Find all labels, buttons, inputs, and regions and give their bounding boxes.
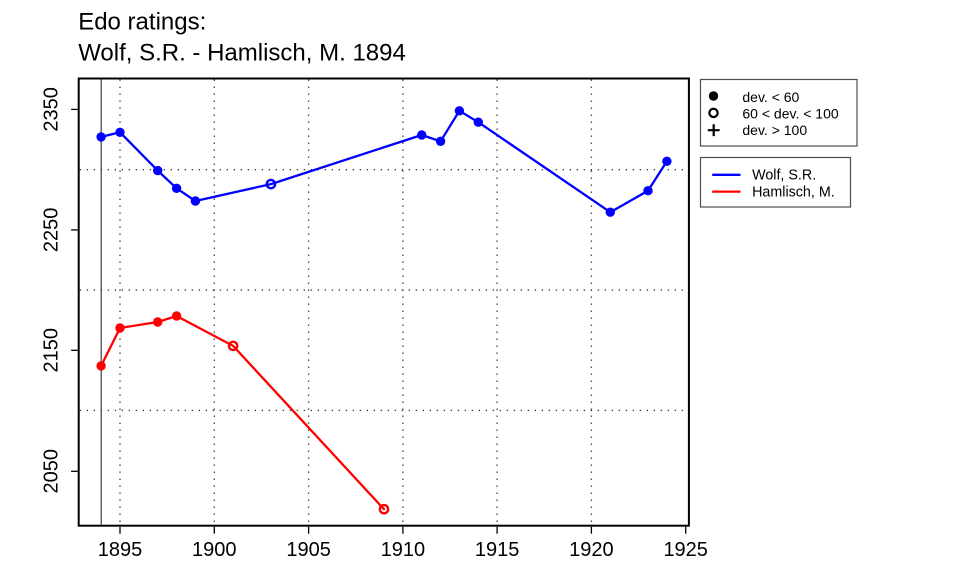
svg-text:1920: 1920 — [569, 539, 614, 561]
svg-text:2050: 2050 — [40, 449, 62, 494]
svg-text:1905: 1905 — [286, 539, 331, 561]
svg-text:1895: 1895 — [98, 539, 143, 561]
svg-text:Wolf, S.R. - Hamlisch, M. 1894: Wolf, S.R. - Hamlisch, M. 1894 — [78, 40, 406, 67]
svg-text:1910: 1910 — [381, 539, 426, 561]
svg-text:1915: 1915 — [475, 539, 520, 561]
svg-text:2150: 2150 — [40, 328, 62, 373]
svg-text:1925: 1925 — [663, 539, 708, 561]
svg-text:Hamlisch, M.: Hamlisch, M. — [752, 185, 835, 201]
svg-text:Wolf, S.R.: Wolf, S.R. — [752, 168, 816, 184]
svg-text:dev. > 100: dev. > 100 — [742, 122, 807, 138]
svg-text:dev. < 60: dev. < 60 — [742, 89, 799, 105]
svg-text:1900: 1900 — [192, 539, 237, 561]
svg-text:2250: 2250 — [40, 208, 62, 253]
svg-text:60 < dev. < 100: 60 < dev. < 100 — [742, 106, 838, 122]
svg-text:2350: 2350 — [40, 87, 62, 132]
svg-text:Edo ratings:: Edo ratings: — [78, 9, 206, 36]
